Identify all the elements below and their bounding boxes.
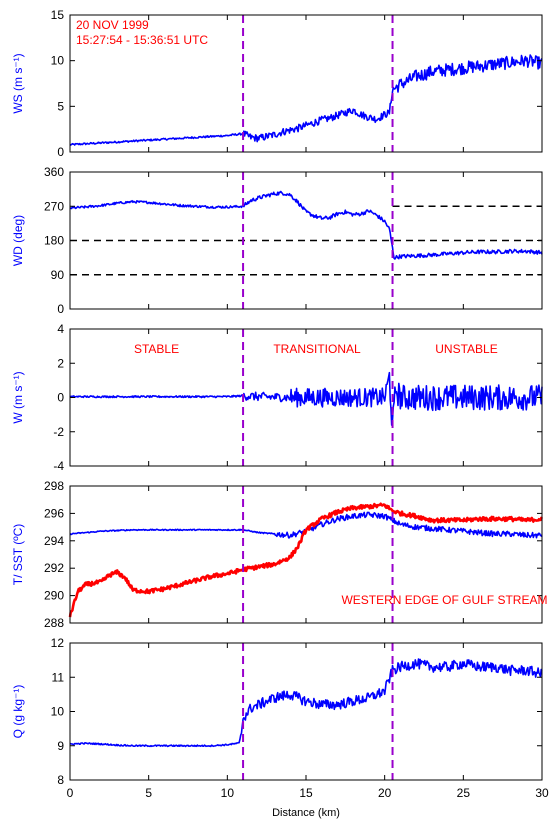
panel-q: 8 9 10 11 12 Q (g kg⁻¹) 0 5 10 15 20 25 30 [11,636,549,800]
y-tick-label: 360 [44,165,64,179]
x-tick-label: 5 [145,786,152,800]
figure-annotation: 20 NOV 1999 15:27:54 - 15:36:51 UTC [76,18,208,47]
y-tick-label: 10 [51,705,65,719]
y-tick-label: 8 [57,773,64,787]
y-tick-label: 5 [57,99,64,113]
y-axis-label: WD (deg) [11,215,25,266]
panel-ws: 0 5 10 15 WS (m s⁻¹) [11,8,543,159]
x-tick-label: 0 [67,786,74,800]
panel-annotation: WESTERN EDGE OF GULF STREAM [341,593,547,607]
x-tick-label: 25 [457,786,471,800]
y-tick-label: 0 [57,391,64,405]
y-tick-label: 270 [44,199,64,213]
series-line-wd [69,190,543,260]
region-label: UNSTABLE [435,342,497,356]
y-tick-label: 12 [51,636,65,650]
y-tick-label: 290 [44,589,64,603]
series-line-w [69,371,543,426]
x-tick-label: 10 [221,786,235,800]
y-tick-label: 0 [57,145,64,159]
series-line-ws [69,54,543,146]
y-tick-label: 4 [57,322,64,336]
x-tick-label: 20 [378,786,392,800]
y-tick-label: 298 [44,479,64,493]
y-axis-label: WS (m s⁻¹) [11,53,25,113]
y-tick-label: -2 [53,425,64,439]
y-tick-label: 10 [51,54,65,68]
y-axis-label: Q (g kg⁻¹) [11,685,25,739]
series-line-q [69,658,543,748]
y-tick-label: 0 [57,302,64,316]
y-tick-label: 180 [44,234,64,248]
y-tick-label: 292 [44,561,64,575]
panel-wd: 0 90 180 270 360 WD (deg) [11,165,543,316]
panel-t_sst: 288 290 292 294 296 298 T/ SST (ºC) WESTERN EDG… [11,479,547,630]
y-axis-label: W (m s⁻¹) [11,371,25,423]
y-axis-label: T/ SST (ºC) [11,524,25,586]
y-tick-label: 294 [44,534,64,548]
x-tick-label: 15 [299,786,313,800]
x-axis-label: Distance (km) [272,807,340,819]
y-tick-label: 11 [52,670,65,684]
annotation-date: 20 NOV 1999 [76,18,149,32]
y-tick-label: 2 [57,356,64,370]
y-tick-label: 15 [51,8,65,22]
annotation-time-range: 15:27:54 - 15:36:51 UTC [76,33,208,47]
x-tick-label: 30 [535,786,549,800]
region-label: STABLE [134,342,179,356]
y-tick-label: 90 [51,268,65,282]
y-tick-label: 9 [57,739,64,753]
y-tick-label: 288 [44,616,64,630]
series-line-sst [68,502,544,618]
y-tick-label: -4 [53,459,64,473]
y-tick-label: 296 [44,506,64,520]
panel-w: -4 -2 0 2 4 W (m s⁻¹) STABLE TRANSITIONAL UNSTAB… [11,322,543,473]
region-label: TRANSITIONAL [273,342,361,356]
